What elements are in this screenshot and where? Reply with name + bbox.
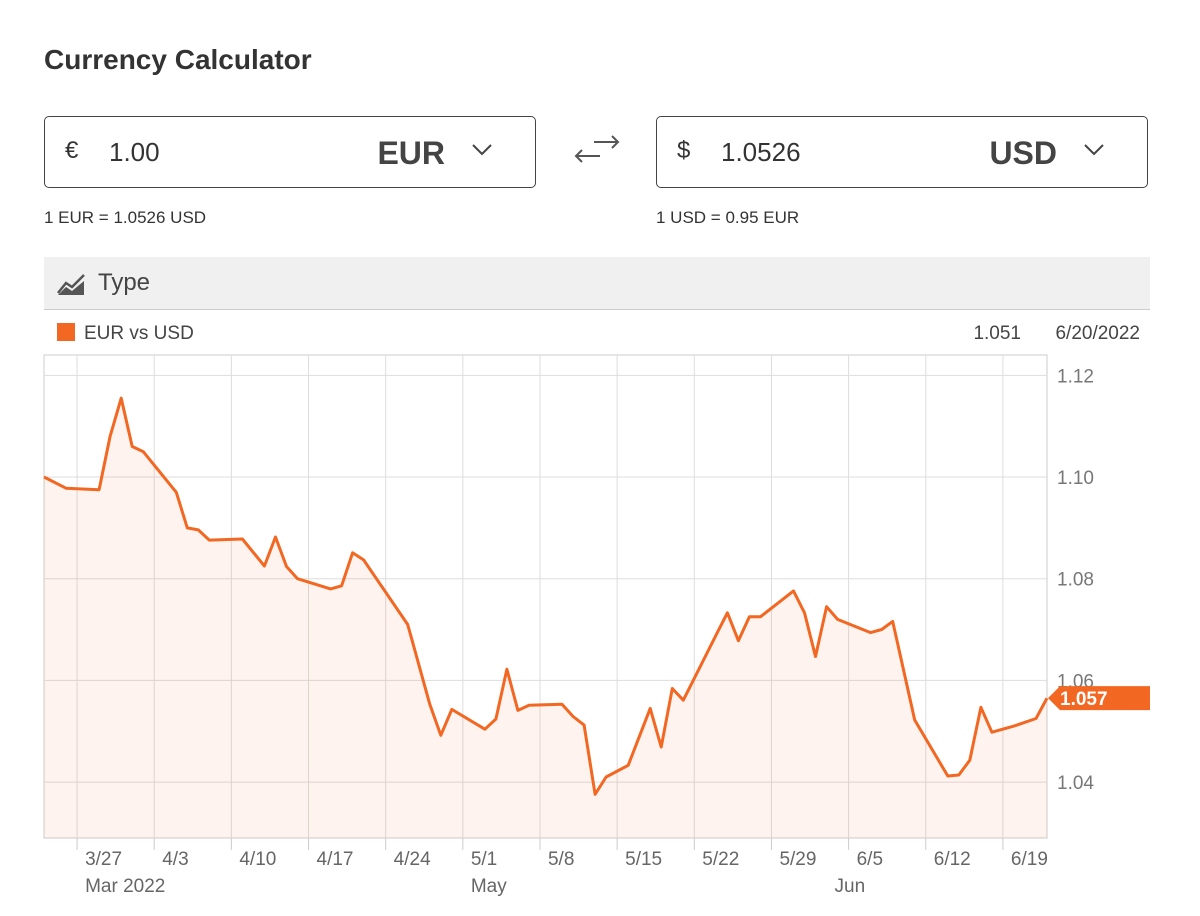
swap-icon[interactable] [572,134,622,168]
chevron[interactable] [1083,143,1105,157]
hover-date: 6/20/2022 [1055,323,1140,344]
symbol: $ [677,137,691,164]
rate-text: 1 EUR = 1.0526 USD [44,208,207,227]
month-label: Mar 2022 [85,876,165,897]
x-tick-label: 6/12 [934,849,971,870]
rate-text: 1 USD = 0.95 EUR [656,208,800,227]
symbol: € [65,137,79,164]
from-input[interactable]: € 1.00 EUR [44,116,536,188]
type-bar[interactable]: Type [44,257,1150,310]
y-tick-label: 1.12 [1057,366,1094,387]
month-label: Jun [835,876,866,897]
hover-value: 1.051 [973,323,1021,344]
currency[interactable]: USD [989,135,1057,171]
x-tick-label: 5/8 [548,849,574,870]
amount: 1.00 [109,137,160,167]
x-tick-label: 5/22 [702,849,739,870]
x-tick-label: 4/3 [162,849,188,870]
x-tick-label: 6/5 [857,849,883,870]
x-tick-label: 6/19 [1011,849,1048,870]
chart-icon [57,274,85,295]
y-tick-label: 1.08 [1057,570,1094,591]
last-value-tag [1048,686,1150,711]
to-input[interactable]: $ 1.0526 USD [656,116,1148,188]
chart: EUR vs USD 6/20/20221.0511.041.061.081.10… [43,323,1150,897]
amount: 1.0526 [721,137,801,167]
currency[interactable]: EUR [377,135,445,171]
month-label: May [471,876,507,897]
area [44,398,1047,838]
x-tick-label: 3/27 [85,849,122,870]
x-tick-label: 4/10 [239,849,276,870]
y-tick-label: 1.04 [1057,773,1094,794]
last-value-label: 1.057 [1060,689,1108,710]
type-label: Type [98,269,151,296]
x-tick-label: 4/24 [394,849,431,870]
line [43,396,1049,796]
legend-swatch [57,323,75,341]
x-tick-label: 5/15 [625,849,662,870]
y-tick-label: 1.10 [1057,468,1094,489]
x-tick-label: 5/29 [779,849,816,870]
legend-label: EUR vs USD [84,323,194,344]
plot-frame [43,354,1048,839]
chevron[interactable] [471,143,493,157]
x-tick-label: 5/1 [471,849,497,870]
x-tick-label: 4/17 [317,849,354,870]
title: Currency Calculator [44,44,312,75]
